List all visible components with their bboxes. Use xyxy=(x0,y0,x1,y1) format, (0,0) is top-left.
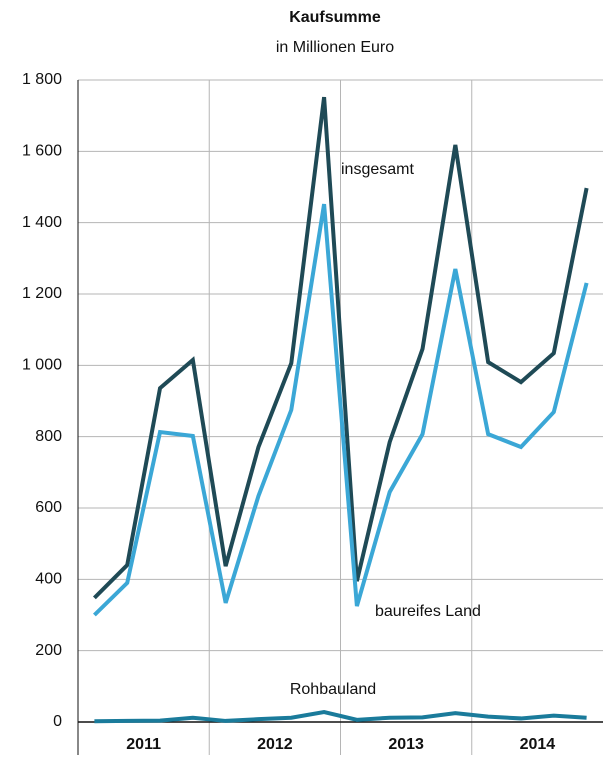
y-tick-label: 1 200 xyxy=(22,285,62,302)
x-group-label: 2014 xyxy=(520,736,556,753)
series-label: Rohbauland xyxy=(290,681,376,698)
y-tick-label: 400 xyxy=(35,571,62,588)
y-tick-label: 0 xyxy=(53,713,62,730)
series-label: baureifes Land xyxy=(375,603,481,620)
y-tick-label: 600 xyxy=(35,499,62,516)
series-line xyxy=(92,96,589,600)
series-label: insgesamt xyxy=(341,161,414,178)
y-tick-label: 200 xyxy=(35,642,62,659)
y-tick-label: 1 800 xyxy=(22,71,62,88)
y-tick-label: 1 400 xyxy=(22,214,62,231)
chart-title: Kaufsumme xyxy=(289,9,381,26)
y-tick-label: 800 xyxy=(35,428,62,445)
y-tick-label: 1 000 xyxy=(22,357,62,374)
chart-subtitle: in Millionen Euro xyxy=(276,39,394,56)
series-line xyxy=(94,709,587,724)
series-line xyxy=(93,203,589,617)
x-group-label: 2013 xyxy=(388,736,424,753)
x-group-label: 2011 xyxy=(126,736,161,753)
x-group-label: 2012 xyxy=(257,736,293,753)
y-tick-label: 1 600 xyxy=(22,143,62,160)
